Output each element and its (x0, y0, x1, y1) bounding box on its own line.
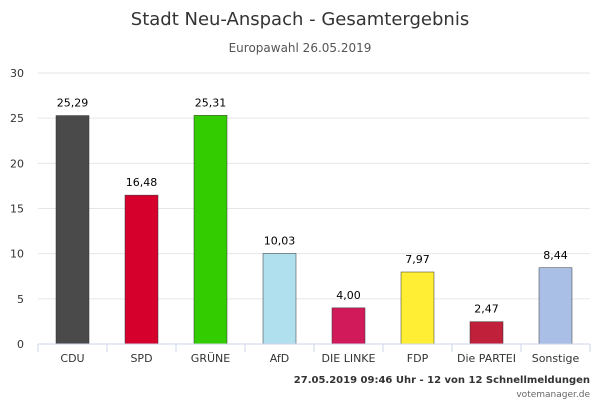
data-label: 16,48 (126, 176, 158, 189)
bar-die-partei (469, 321, 504, 345)
x-tick-label: Die PARTEI (457, 352, 516, 365)
bar-afd (262, 253, 297, 345)
chart-title: Stadt Neu-Anspach - Gesamtergebnis (131, 9, 469, 30)
y-tick-label: 10 (10, 248, 24, 261)
data-label: 10,03 (264, 234, 296, 247)
x-tick-label: Sonstige (532, 352, 580, 365)
footer-timestamp: 27.05.2019 09:46 Uhr - 12 von 12 Schnell… (294, 375, 590, 386)
data-label: 25,29 (57, 97, 89, 110)
y-tick-label: 15 (10, 203, 24, 216)
chart-subtitle: Europawahl 26.05.2019 (229, 41, 372, 55)
x-tick-label: GRÜNE (191, 352, 230, 365)
y-tick-label: 30 (10, 67, 24, 80)
x-tick-label: CDU (60, 352, 84, 365)
grid-lines (38, 72, 590, 300)
x-tick-label: DIE LINKE (322, 352, 376, 365)
x-tick-label: FDP (407, 352, 429, 365)
data-label: 7,97 (405, 253, 430, 266)
y-axis: 0 5 10 15 20 25 30 (10, 67, 24, 351)
bar-grüne (193, 115, 228, 345)
bar-die-linke (331, 307, 366, 345)
y-tick-label: 0 (17, 338, 24, 351)
data-labels: 25,29 16,48 25,31 10,03 4,00 7,97 2,47 8,44 (57, 96, 568, 315)
x-axis: CDU SPD GRÜNE AfD DIE LINKE FDP Die PARTEI Sons… (37, 343, 591, 365)
footer-credit: votemanager.de (516, 390, 590, 400)
data-label: 8,44 (543, 249, 568, 262)
y-tick-label: 25 (10, 112, 24, 125)
data-label: 25,31 (195, 96, 227, 109)
x-tick-label: SPD (130, 352, 152, 365)
bar-spd (124, 194, 159, 345)
data-label: 4,00 (336, 289, 361, 302)
bar-sonstige (538, 267, 573, 345)
bar-fdp (400, 271, 435, 345)
y-tick-label: 5 (17, 293, 24, 306)
y-tick-label: 20 (10, 157, 24, 170)
data-label: 2,47 (474, 303, 499, 316)
bar-cdu (55, 115, 90, 345)
bars (55, 115, 573, 345)
x-tick-label: AfD (270, 352, 289, 365)
